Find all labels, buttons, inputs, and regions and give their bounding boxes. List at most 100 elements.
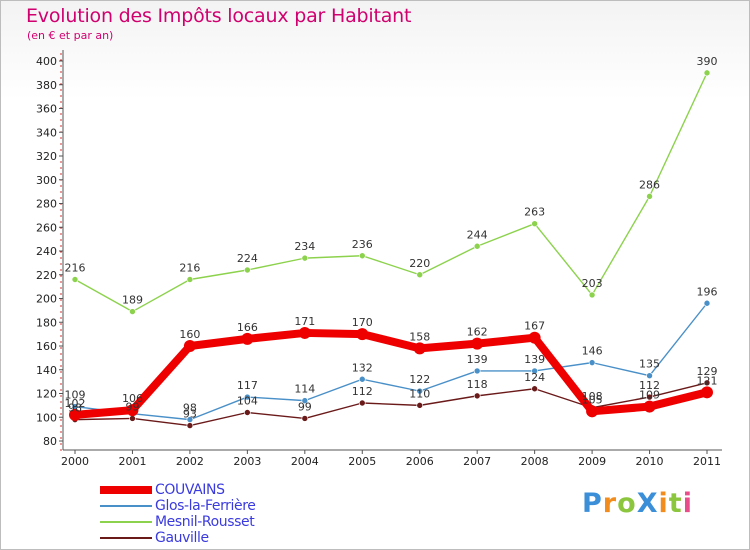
logo-letter: i (658, 488, 669, 519)
data-point-glos-la-ferri-re (646, 372, 653, 379)
data-label-gauville: 112 (639, 379, 660, 392)
data-point-mesnil-rousset (588, 291, 596, 299)
data-label-mesnil-rousset: 236 (352, 238, 373, 251)
data-label-glos-la-ferri-re: 117 (237, 379, 258, 392)
legend-label: Mesnil-Rousset (155, 514, 255, 530)
x-tick-label: 2004 (291, 455, 319, 468)
data-label-gauville: 112 (352, 385, 373, 398)
logo-letter: i (682, 488, 693, 519)
data-point-couvains (528, 331, 541, 344)
y-tick-label: 200 (36, 293, 57, 306)
data-point-glos-la-ferri-re (531, 367, 538, 375)
y-tick-label: 280 (36, 198, 57, 211)
data-label-glos-la-ferri-re: 139 (524, 353, 545, 366)
data-point-gauville (646, 393, 653, 401)
x-tick-label: 2009 (578, 455, 606, 468)
x-tick-label: 2008 (521, 455, 549, 468)
data-point-gauville (473, 392, 481, 400)
legend-label: Glos-la-Ferrière (155, 498, 256, 514)
data-label-glos-la-ferri-re: 98 (183, 402, 197, 415)
data-point-mesnil-rousset (71, 276, 79, 283)
data-label-glos-la-ferri-re: 114 (294, 383, 315, 396)
data-point-gauville (244, 409, 251, 416)
data-label-glos-la-ferri-re: 146 (582, 345, 603, 358)
data-label-couvains: 171 (294, 315, 315, 328)
data-point-mesnil-rousset (129, 308, 136, 315)
data-label-glos-la-ferri-re: 122 (409, 373, 430, 386)
y-tick-label: 240 (36, 245, 57, 258)
data-point-glos-la-ferri-re (703, 299, 711, 307)
data-label-gauville: 98 (68, 402, 82, 415)
logo-letter: P (582, 488, 603, 519)
data-point-couvains (241, 332, 254, 345)
legend-item-mesnil-rousset: Mesnil-Rousset (100, 514, 256, 530)
legend: COUVAINS Glos-la-Ferrière Mesnil-Rousset Ga… (100, 482, 256, 546)
data-point-mesnil-rousset (358, 252, 366, 260)
x-tick-label: 2000 (61, 455, 89, 468)
legend-swatch (100, 486, 152, 494)
data-label-gauville: 108 (582, 390, 603, 403)
data-point-couvains (356, 328, 369, 341)
data-point-glos-la-ferri-re (416, 387, 424, 395)
data-label-glos-la-ferri-re: 132 (352, 361, 373, 374)
data-label-gauville: 118 (467, 378, 488, 391)
data-point-couvains (183, 340, 196, 352)
y-tick-label: 320 (36, 150, 57, 163)
y-tick-label: 380 (36, 79, 57, 92)
legend-label: COUVAINS (155, 482, 225, 498)
x-tick-label: 2006 (406, 455, 434, 468)
y-tick-label: 100 (36, 411, 57, 424)
legend-item-glos-la-ferri-re: Glos-la-Ferrière (100, 498, 256, 514)
chart-title: Evolution des Impôts locaux par Habitant (26, 5, 412, 27)
data-point-mesnil-rousset (416, 271, 424, 279)
y-tick-label: 360 (36, 103, 57, 116)
data-label-couvains: 162 (467, 326, 488, 339)
data-point-gauville (301, 415, 309, 422)
data-label-couvains: 167 (524, 320, 545, 333)
data-label-gauville: 93 (183, 408, 197, 421)
data-point-glos-la-ferri-re (301, 397, 309, 404)
data-label-couvains: 160 (179, 328, 200, 341)
data-label-mesnil-rousset: 244 (467, 228, 488, 241)
data-point-couvains (298, 326, 311, 339)
series-line-couvains (71, 328, 711, 419)
data-label-glos-la-ferri-re: 196 (697, 285, 718, 298)
data-point-couvains (69, 408, 81, 421)
data-point-gauville (129, 415, 136, 422)
series-line-glos-la-ferri-re (74, 302, 708, 421)
data-label-mesnil-rousset: 216 (65, 262, 86, 275)
data-point-mesnil-rousset (244, 266, 251, 274)
data-point-glos-la-ferri-re (588, 359, 596, 366)
y-tick-label: 180 (36, 316, 57, 329)
data-point-glos-la-ferri-re (244, 393, 251, 401)
data-label-couvains: 106 (122, 392, 143, 405)
axes: 80 100 120 140 160 180 200 220 240 260 280 300 320 34… (36, 50, 722, 468)
data-label-glos-la-ferri-re: 139 (467, 353, 488, 366)
data-label-gauville: 110 (409, 387, 430, 400)
legend-swatch (100, 505, 152, 507)
x-tick-label: 2003 (233, 455, 261, 468)
x-tick-label: 2010 (636, 455, 664, 468)
legend-swatch (100, 537, 152, 539)
data-point-couvains (471, 337, 484, 350)
data-label-couvains: 121 (697, 374, 718, 387)
series-layer (69, 69, 713, 429)
data-point-mesnil-rousset (301, 254, 309, 262)
data-label-glos-la-ferri-re: 109 (65, 389, 86, 402)
data-label-couvains: 102 (65, 397, 86, 410)
data-label-mesnil-rousset: 203 (582, 277, 603, 290)
data-label-mesnil-rousset: 224 (237, 252, 258, 265)
data-label-mesnil-rousset: 220 (409, 257, 430, 270)
logo-letter: o (617, 488, 637, 519)
data-point-couvains (126, 404, 139, 417)
data-point-gauville (703, 379, 711, 387)
y-tick-label: 300 (36, 174, 57, 187)
series-line-mesnil-rousset (74, 72, 708, 313)
data-label-gauville: 99 (298, 400, 312, 413)
data-label-couvains: 170 (352, 316, 373, 329)
data-point-couvains (643, 400, 656, 413)
legend-item-couvains: COUVAINS (100, 482, 256, 498)
